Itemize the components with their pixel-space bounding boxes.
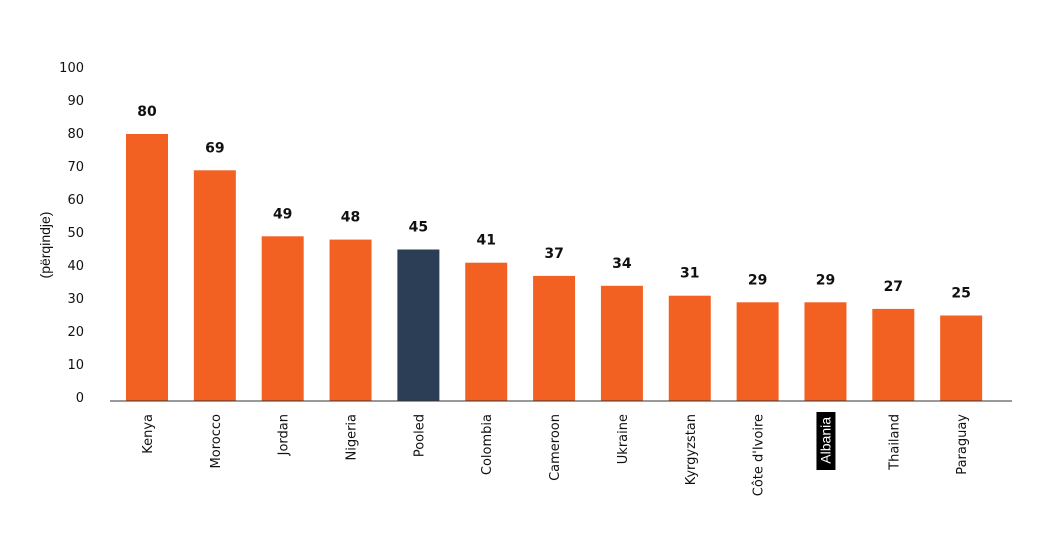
- bar-pooled: [397, 249, 440, 401]
- x-tick-kenya: Kenya: [141, 414, 156, 454]
- bar-paraguay: [940, 315, 983, 401]
- bar-kyrgyzstan: [668, 295, 711, 401]
- bar-cameroon: [533, 275, 576, 401]
- x-tick-label: Jordan: [277, 414, 292, 456]
- y-tick-label: 40: [67, 259, 84, 274]
- bar-kenya: [126, 134, 168, 401]
- y-tick-label: 10: [67, 358, 84, 373]
- data-label-thailand: 27: [884, 279, 903, 295]
- x-tick-label: Morocco: [209, 414, 224, 468]
- x-tick-thailand: Thailand: [887, 414, 902, 471]
- x-axis-tick-labels: Kenya Morocco Jordan Nigeria Pooled Colombia C…: [141, 412, 970, 496]
- x-tick-label: Paraguay: [955, 414, 970, 475]
- x-tick-label: Kyrgyzstan: [684, 414, 699, 485]
- y-tick-label: 80: [67, 127, 84, 142]
- bars: [126, 134, 983, 401]
- data-label-nigeria: 48: [341, 210, 360, 226]
- bar-nigeria: [329, 239, 372, 401]
- x-tick-kyrgyzstan: Kyrgyzstan: [684, 414, 699, 485]
- y-tick-label: 30: [67, 292, 84, 307]
- x-tick-c-te-d-ivoire: Côte d'Ivoire: [752, 414, 767, 496]
- x-tick-label: Thailand: [887, 414, 902, 471]
- data-label-ukraine: 34: [612, 256, 632, 272]
- x-tick-label: Ukraine: [616, 414, 631, 464]
- bar-jordan: [261, 236, 304, 401]
- y-axis: 0 10 20 30 40 50 60 70 80 90 100: [59, 61, 84, 406]
- bar-thailand: [872, 308, 915, 401]
- x-tick-label: Albania: [817, 417, 833, 464]
- y-tick-label: 20: [67, 325, 84, 340]
- x-tick-label: Colombia: [480, 414, 495, 475]
- x-tick-albania: Albania: [816, 412, 836, 470]
- x-tick-ukraine: Ukraine: [616, 414, 631, 464]
- bar-albania: [804, 302, 847, 401]
- data-label-albania: 29: [816, 272, 835, 288]
- x-tick-label: Kenya: [141, 414, 156, 454]
- x-tick-morocco: Morocco: [209, 414, 224, 468]
- y-tick-label: 100: [59, 61, 84, 76]
- y-tick-label: 60: [67, 193, 84, 208]
- bar-ukraine: [600, 285, 643, 401]
- y-axis-label: (përqindje): [37, 212, 53, 279]
- data-label-c-te-d-ivoire: 29: [748, 272, 767, 288]
- x-tick-jordan: Jordan: [277, 414, 292, 456]
- bar-morocco: [193, 170, 236, 401]
- data-labels: 80 69 49 48 45 41 37 34 31 29 29 27 25: [137, 104, 971, 302]
- data-label-kyrgyzstan: 31: [680, 266, 699, 282]
- x-tick-label: Cameroon: [548, 414, 563, 481]
- data-label-jordan: 49: [273, 206, 292, 222]
- x-tick-label: Nigeria: [345, 414, 360, 461]
- x-tick-highlight-box: [816, 412, 836, 470]
- x-tick-nigeria: Nigeria: [345, 414, 360, 461]
- y-tick-label: 70: [67, 160, 84, 175]
- data-label-morocco: 69: [205, 140, 224, 156]
- y-tick-label: 90: [67, 94, 84, 109]
- data-label-paraguay: 25: [951, 286, 970, 302]
- data-label-cameroon: 37: [544, 246, 563, 262]
- data-label-pooled: 45: [409, 220, 428, 236]
- x-tick-label: Côte d'Ivoire: [752, 414, 767, 496]
- x-tick-pooled: Pooled: [412, 414, 427, 457]
- x-tick-paraguay: Paraguay: [955, 414, 970, 475]
- x-tick-cameroon: Cameroon: [548, 414, 563, 481]
- y-tick-label: 50: [67, 226, 84, 241]
- x-tick-label: Pooled: [412, 414, 427, 457]
- bar-c-te-d-ivoire: [736, 302, 779, 401]
- data-label-colombia: 41: [476, 233, 495, 249]
- data-label-kenya: 80: [137, 104, 157, 120]
- y-tick-label: 0: [76, 391, 84, 406]
- bar-colombia: [465, 262, 508, 401]
- x-tick-colombia: Colombia: [480, 414, 495, 475]
